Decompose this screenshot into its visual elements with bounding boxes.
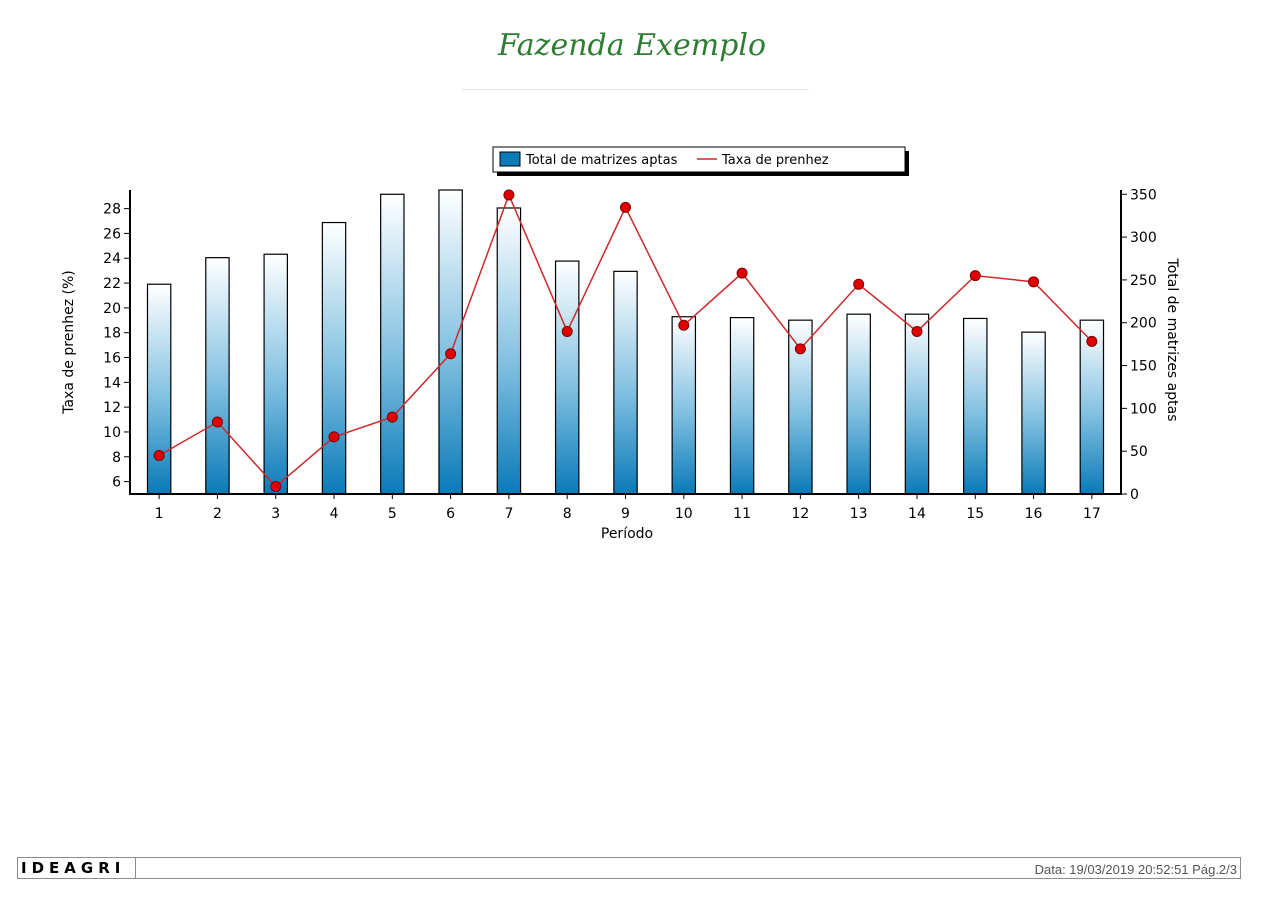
report-footer: IDEAGRI Data: 19/03/2019 20:52:51 Pág.2/… <box>17 857 1241 879</box>
line-point-4 <box>328 431 340 443</box>
x-tick-label: 11 <box>733 506 751 522</box>
bar-15 <box>963 317 988 495</box>
right-tick-label: 100 <box>1130 401 1157 417</box>
right-tick-label: 350 <box>1130 187 1157 203</box>
left-tick-label: 14 <box>103 375 121 391</box>
left-axis-title: Taxa de prenhez (%) <box>61 270 77 414</box>
x-tick-label: 1 <box>155 506 164 522</box>
legend-label-bars: Total de matrizes aptas <box>525 153 678 168</box>
left-tick-label: 8 <box>112 450 121 466</box>
left-tick-label: 18 <box>103 326 121 342</box>
line-point-11 <box>736 267 748 279</box>
legend: Total de matrizes aptas Taxa de prenhez <box>492 146 909 176</box>
bar-13 <box>846 313 871 495</box>
x-axis-ticks: 1 2 3 4 5 6 7 8 9 10 11 12 13 14 15 16 17 <box>155 494 1101 522</box>
line-point-7 <box>503 189 515 201</box>
bar-16 <box>1021 331 1046 495</box>
x-axis-title: Período <box>601 526 653 542</box>
left-tick-label: 26 <box>103 226 121 242</box>
combo-chart: Total de matrizes aptas Taxa de prenhez … <box>61 146 1180 542</box>
bar-11 <box>729 316 755 495</box>
bar-3 <box>263 253 288 495</box>
bar-1 <box>146 283 172 495</box>
bar-9 <box>613 270 638 495</box>
line-series <box>153 189 1098 493</box>
bar-2 <box>205 257 230 495</box>
x-tick-label: 10 <box>675 506 693 522</box>
line-point-8 <box>561 325 573 337</box>
bar-6 <box>438 189 463 495</box>
right-tick-label: 200 <box>1130 316 1157 332</box>
line-point-1 <box>153 450 165 462</box>
line-point-6 <box>445 348 457 360</box>
line-point-15 <box>969 270 981 282</box>
bar-4 <box>321 221 347 495</box>
left-tick-label: 28 <box>103 202 121 218</box>
line-point-17 <box>1086 335 1098 347</box>
bar-10 <box>671 316 697 495</box>
line-point-14 <box>911 325 923 337</box>
line-point-13 <box>853 278 865 290</box>
left-tick-label: 6 <box>112 475 121 491</box>
x-tick-label: 6 <box>446 506 455 522</box>
left-tick-label: 20 <box>103 301 121 317</box>
x-tick-label: 4 <box>330 506 339 522</box>
x-tick-label: 8 <box>563 506 572 522</box>
left-tick-label: 24 <box>103 251 121 267</box>
report-title: Fazenda Exemplo <box>497 28 767 63</box>
x-tick-label: 13 <box>850 506 868 522</box>
x-tick-label: 16 <box>1025 506 1043 522</box>
bar-8 <box>554 260 580 495</box>
legend-label-line: Taxa de prenhez <box>721 153 829 168</box>
left-tick-label: 10 <box>103 425 121 441</box>
right-tick-label: 50 <box>1130 444 1148 460</box>
x-tick-label: 15 <box>966 506 984 522</box>
bar-14 <box>904 313 930 495</box>
right-axis-title: Total de matrizes aptas <box>1164 258 1180 422</box>
x-tick-label: 9 <box>621 506 630 522</box>
x-tick-label: 12 <box>791 506 809 522</box>
x-tick-label: 2 <box>213 506 222 522</box>
left-tick-label: 12 <box>103 400 121 416</box>
legend-swatch-bars <box>499 151 521 167</box>
left-axis-ticks: 6 8 10 12 14 16 18 20 22 24 26 28 <box>103 202 130 491</box>
x-tick-label: 14 <box>908 506 926 522</box>
line-point-3 <box>270 481 282 493</box>
bar-7 <box>496 207 522 495</box>
bar-5 <box>380 193 405 495</box>
right-axis-ticks: 0 50 100 150 200 250 300 350 <box>1121 187 1157 503</box>
left-tick-label: 16 <box>103 351 121 367</box>
line-point-16 <box>1028 276 1040 288</box>
bar-series <box>146 189 1105 495</box>
line-point-2 <box>211 416 223 428</box>
right-tick-label: 300 <box>1130 230 1157 246</box>
right-tick-label: 250 <box>1130 273 1157 289</box>
x-tick-label: 3 <box>271 506 280 522</box>
x-tick-label: 17 <box>1083 506 1101 522</box>
right-tick-label: 150 <box>1130 359 1157 375</box>
line-point-10 <box>678 319 690 331</box>
line-point-9 <box>620 201 631 213</box>
line-point-5 <box>386 411 398 423</box>
right-tick-label: 0 <box>1130 487 1139 503</box>
title-divider <box>462 89 809 90</box>
footer-info: Data: 19/03/2019 20:52:51 Pág.2/3 <box>1034 862 1237 877</box>
footer-logo: IDEAGRI <box>18 858 136 878</box>
line-point-12 <box>794 343 806 355</box>
left-tick-label: 22 <box>103 276 121 292</box>
x-tick-label: 5 <box>388 506 397 522</box>
x-tick-label: 7 <box>504 506 513 522</box>
